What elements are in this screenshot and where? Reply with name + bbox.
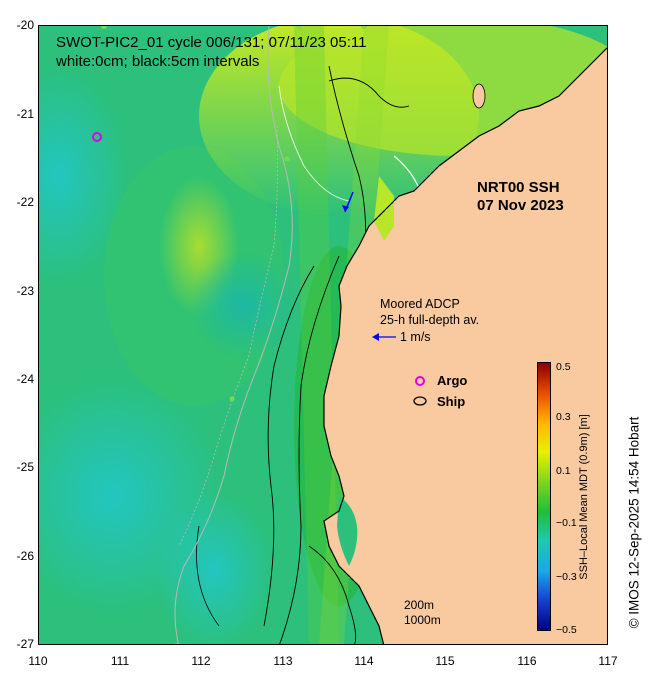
- ssh-contour: [196, 525, 220, 627]
- y-tick-label: -20: [16, 18, 34, 32]
- y-tick-label: -26: [16, 549, 34, 563]
- product-date: 07 Nov 2023: [477, 197, 564, 214]
- colorbar-tick: −0.3: [556, 571, 577, 583]
- ssh-low-eddy: [189, 251, 299, 361]
- argo-legend-icon: [415, 376, 425, 386]
- x-tick-label: 113: [273, 654, 293, 668]
- ssh-contour: [308, 545, 357, 644]
- ship-legend-icon: [413, 396, 427, 406]
- colorbar-tick: 0.3: [556, 411, 571, 423]
- colorbar-tick: −0.1: [556, 517, 577, 529]
- product-label: NRT00 SSH: [477, 179, 560, 196]
- ssh-low-west: [39, 66, 129, 286]
- ssh-contour: [263, 265, 315, 627]
- island: [472, 83, 486, 109]
- colorbar-tick: −0.5: [556, 624, 577, 636]
- ssh-low-south: [154, 491, 274, 644]
- ssh-contour: [279, 255, 340, 644]
- ship-track-dot: [296, 26, 302, 29]
- exmouth-gulf: [374, 176, 394, 241]
- credit-text: © IMOS 12-Sep-2025 14:54 Hobart: [626, 416, 642, 629]
- map-subtitle: white:0cm; black:5cm intervals: [56, 53, 260, 70]
- y-tick-label: -27: [16, 637, 34, 651]
- colorbar: [537, 362, 551, 631]
- ship-track-dot: [284, 156, 290, 162]
- ssh-map: [38, 25, 608, 645]
- y-tick-label: -21: [16, 107, 34, 121]
- bathymetry-1000m-label: 1000m: [404, 613, 441, 627]
- colorbar-tick: 0.5: [556, 361, 571, 373]
- ship-track-dot: [229, 396, 235, 402]
- adcp-current-arrowhead: [342, 205, 349, 212]
- y-tick-label: -22: [16, 195, 34, 209]
- argo-legend-label: Argo: [437, 373, 468, 388]
- argo-float-marker: [92, 132, 102, 142]
- ship-track-dot: [361, 26, 367, 29]
- y-tick-label: -25: [16, 460, 34, 474]
- map-title: SWOT-PIC2_01 cycle 006/131; 07/11/23 05:…: [56, 34, 367, 51]
- colorbar-tick: 0.1: [556, 465, 571, 477]
- colorbar-label-text: SSH–Local Mean MDT (0.9m) [m]: [578, 414, 590, 580]
- adcp-scale-arrow: [372, 333, 396, 341]
- adcp-label: Moored ADCP: [380, 297, 460, 311]
- x-tick-label: 114: [354, 654, 374, 668]
- coastline: [323, 47, 607, 644]
- y-tick-label: -24: [16, 372, 34, 386]
- bathymetry-legend: 200m 1000m: [404, 598, 441, 628]
- y-tick-label: -23: [16, 284, 34, 298]
- ship-track-dot: [101, 26, 107, 29]
- ssh-contour: [328, 77, 410, 108]
- x-tick-label: 117: [598, 654, 618, 668]
- adcp-sublabel: 25-h full-depth av.: [380, 313, 480, 327]
- ship-track-dot: [174, 643, 180, 644]
- ssh-field: [39, 26, 607, 644]
- x-tick-label: 116: [517, 654, 537, 668]
- ship-legend-label: Ship: [437, 394, 466, 409]
- x-tick-label: 115: [435, 654, 455, 668]
- bathymetry-200m-label: 200m: [404, 598, 435, 612]
- bathymetry-200m: [174, 26, 293, 644]
- ssh-zero-contour: [278, 85, 350, 202]
- bathymetry-1000m: [178, 125, 278, 547]
- land-western-australia: [324, 48, 607, 644]
- shark-bay-inlet: [337, 496, 358, 566]
- adcp-scale-label: 1 m/s: [400, 330, 431, 344]
- x-tick-label: 110: [28, 654, 48, 668]
- swot-swath-west: [294, 26, 339, 644]
- x-tick-label: 112: [191, 654, 211, 668]
- x-tick-label: 111: [110, 654, 130, 668]
